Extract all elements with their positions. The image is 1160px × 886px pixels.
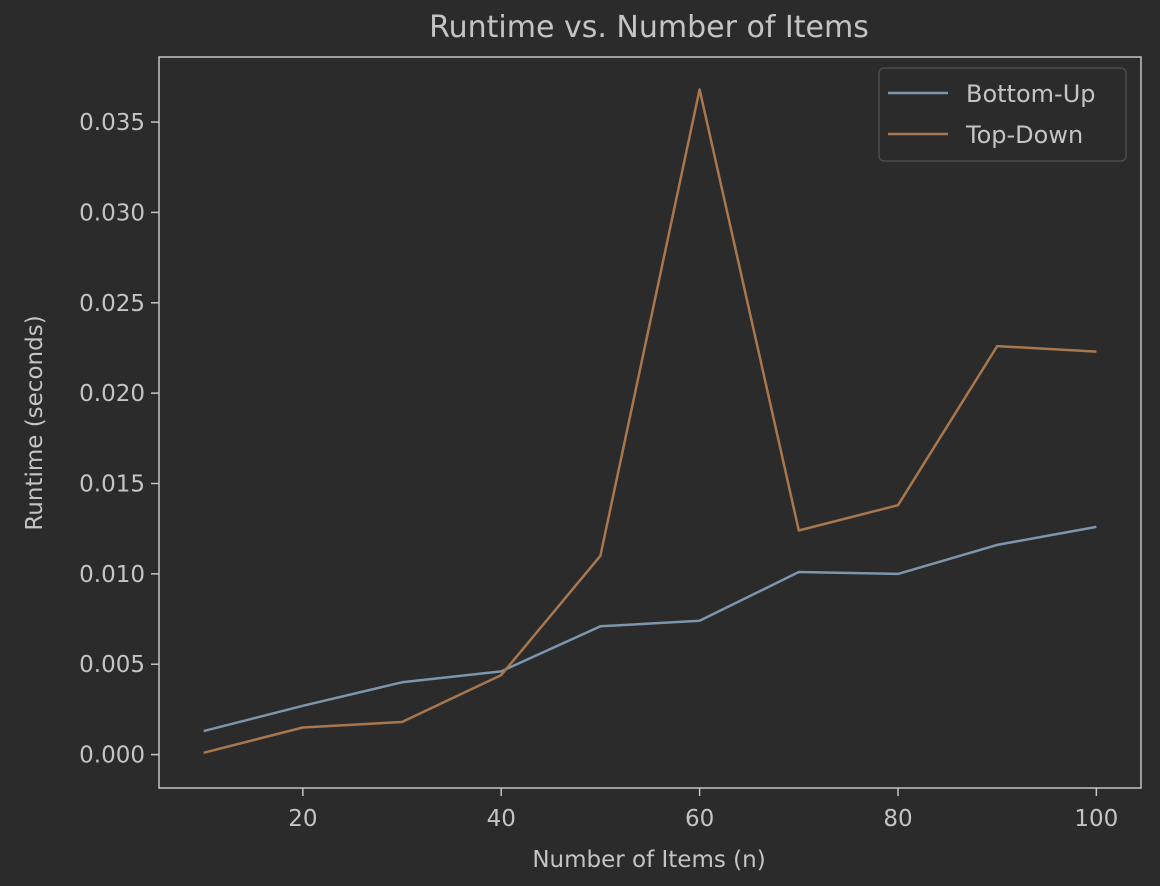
y-tick-label: 0.015 xyxy=(79,471,145,497)
x-tick-label: 20 xyxy=(288,806,317,832)
legend-label-top-down: Top-Down xyxy=(965,121,1083,149)
y-tick-label: 0.020 xyxy=(79,381,145,407)
y-axis: 0.000 0.005 0.010 0.015 0.020 0.025 0.030 0.035 xyxy=(79,110,159,769)
y-tick-label: 0.005 xyxy=(79,652,145,678)
y-tick-label: 0.000 xyxy=(79,743,145,769)
x-axis-label: Number of Items (n) xyxy=(532,847,765,873)
chart-title: Runtime vs. Number of Items xyxy=(429,10,869,45)
series-line-top-down xyxy=(203,88,1097,755)
series-line-bottom-up xyxy=(203,525,1097,733)
x-tick-label: 80 xyxy=(883,806,912,832)
axes-frame xyxy=(158,56,1142,789)
y-tick-label: 0.010 xyxy=(79,562,145,588)
y-tick-label: 0.030 xyxy=(79,200,145,226)
legend-box xyxy=(878,67,1127,162)
y-tick-label: 0.025 xyxy=(79,291,145,317)
legend: Bottom-Up Top-Down xyxy=(878,67,1127,162)
x-axis: 20 40 60 80 100 xyxy=(288,788,1118,832)
y-axis-label: Runtime (seconds) xyxy=(22,315,48,530)
plot-area xyxy=(203,88,1097,755)
x-tick-label: 100 xyxy=(1074,806,1118,832)
x-tick-label: 60 xyxy=(685,806,714,832)
x-tick-label: 40 xyxy=(487,806,516,832)
y-tick-label: 0.035 xyxy=(79,110,145,136)
legend-label-bottom-up: Bottom-Up xyxy=(966,80,1096,108)
